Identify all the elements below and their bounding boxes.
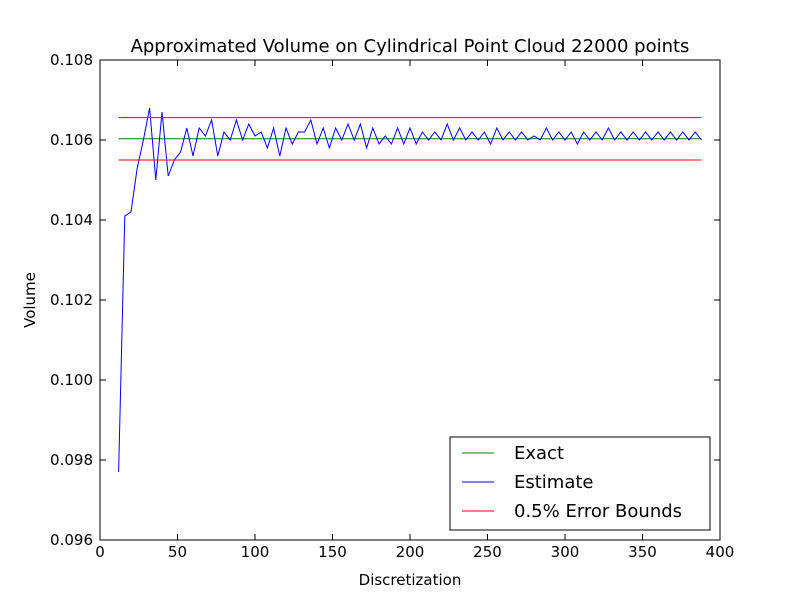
- x-tick-label: 300: [551, 543, 580, 561]
- legend-label-1: Estimate: [514, 472, 594, 493]
- x-tick-label: 400: [706, 543, 735, 561]
- series-layer: [118, 107, 702, 473]
- legend-label-2: 0.5% Error Bounds: [514, 501, 682, 522]
- y-tick-label: 0.104: [50, 211, 93, 229]
- y-tick-label: 0.106: [50, 131, 93, 149]
- y-tick-label: 0.096: [50, 531, 93, 549]
- legend-label-0: Exact: [514, 443, 564, 464]
- x-tick-label: 0: [95, 543, 105, 561]
- ticks-layer: 0 50 100 150 200 250 300 350 400 0.096 0.098 0.100 0…: [50, 51, 734, 561]
- x-tick-label: 200: [396, 543, 425, 561]
- x-tick-label: 50: [168, 543, 187, 561]
- x-tick-label: 250: [473, 543, 502, 561]
- y-tick-label: 0.098: [50, 451, 93, 469]
- y-tick-label: 0.102: [50, 291, 93, 309]
- legend-items: Exact Estimate 0.5% Error Bounds: [462, 443, 682, 522]
- y-tick-label: 0.108: [50, 51, 93, 69]
- y-tick-label: 0.100: [50, 371, 93, 389]
- series-line-1: [118, 107, 702, 473]
- chart-title: Approximated Volume on Cylindrical Point…: [131, 36, 690, 57]
- x-axis-label: Discretization: [359, 571, 462, 589]
- legend: Exact Estimate 0.5% Error Bounds: [449, 436, 711, 531]
- x-tick-label: 100: [241, 543, 270, 561]
- x-tick-label: 150: [318, 543, 347, 561]
- y-axis-label: Volume: [21, 272, 39, 328]
- x-tick-label: 350: [628, 543, 657, 561]
